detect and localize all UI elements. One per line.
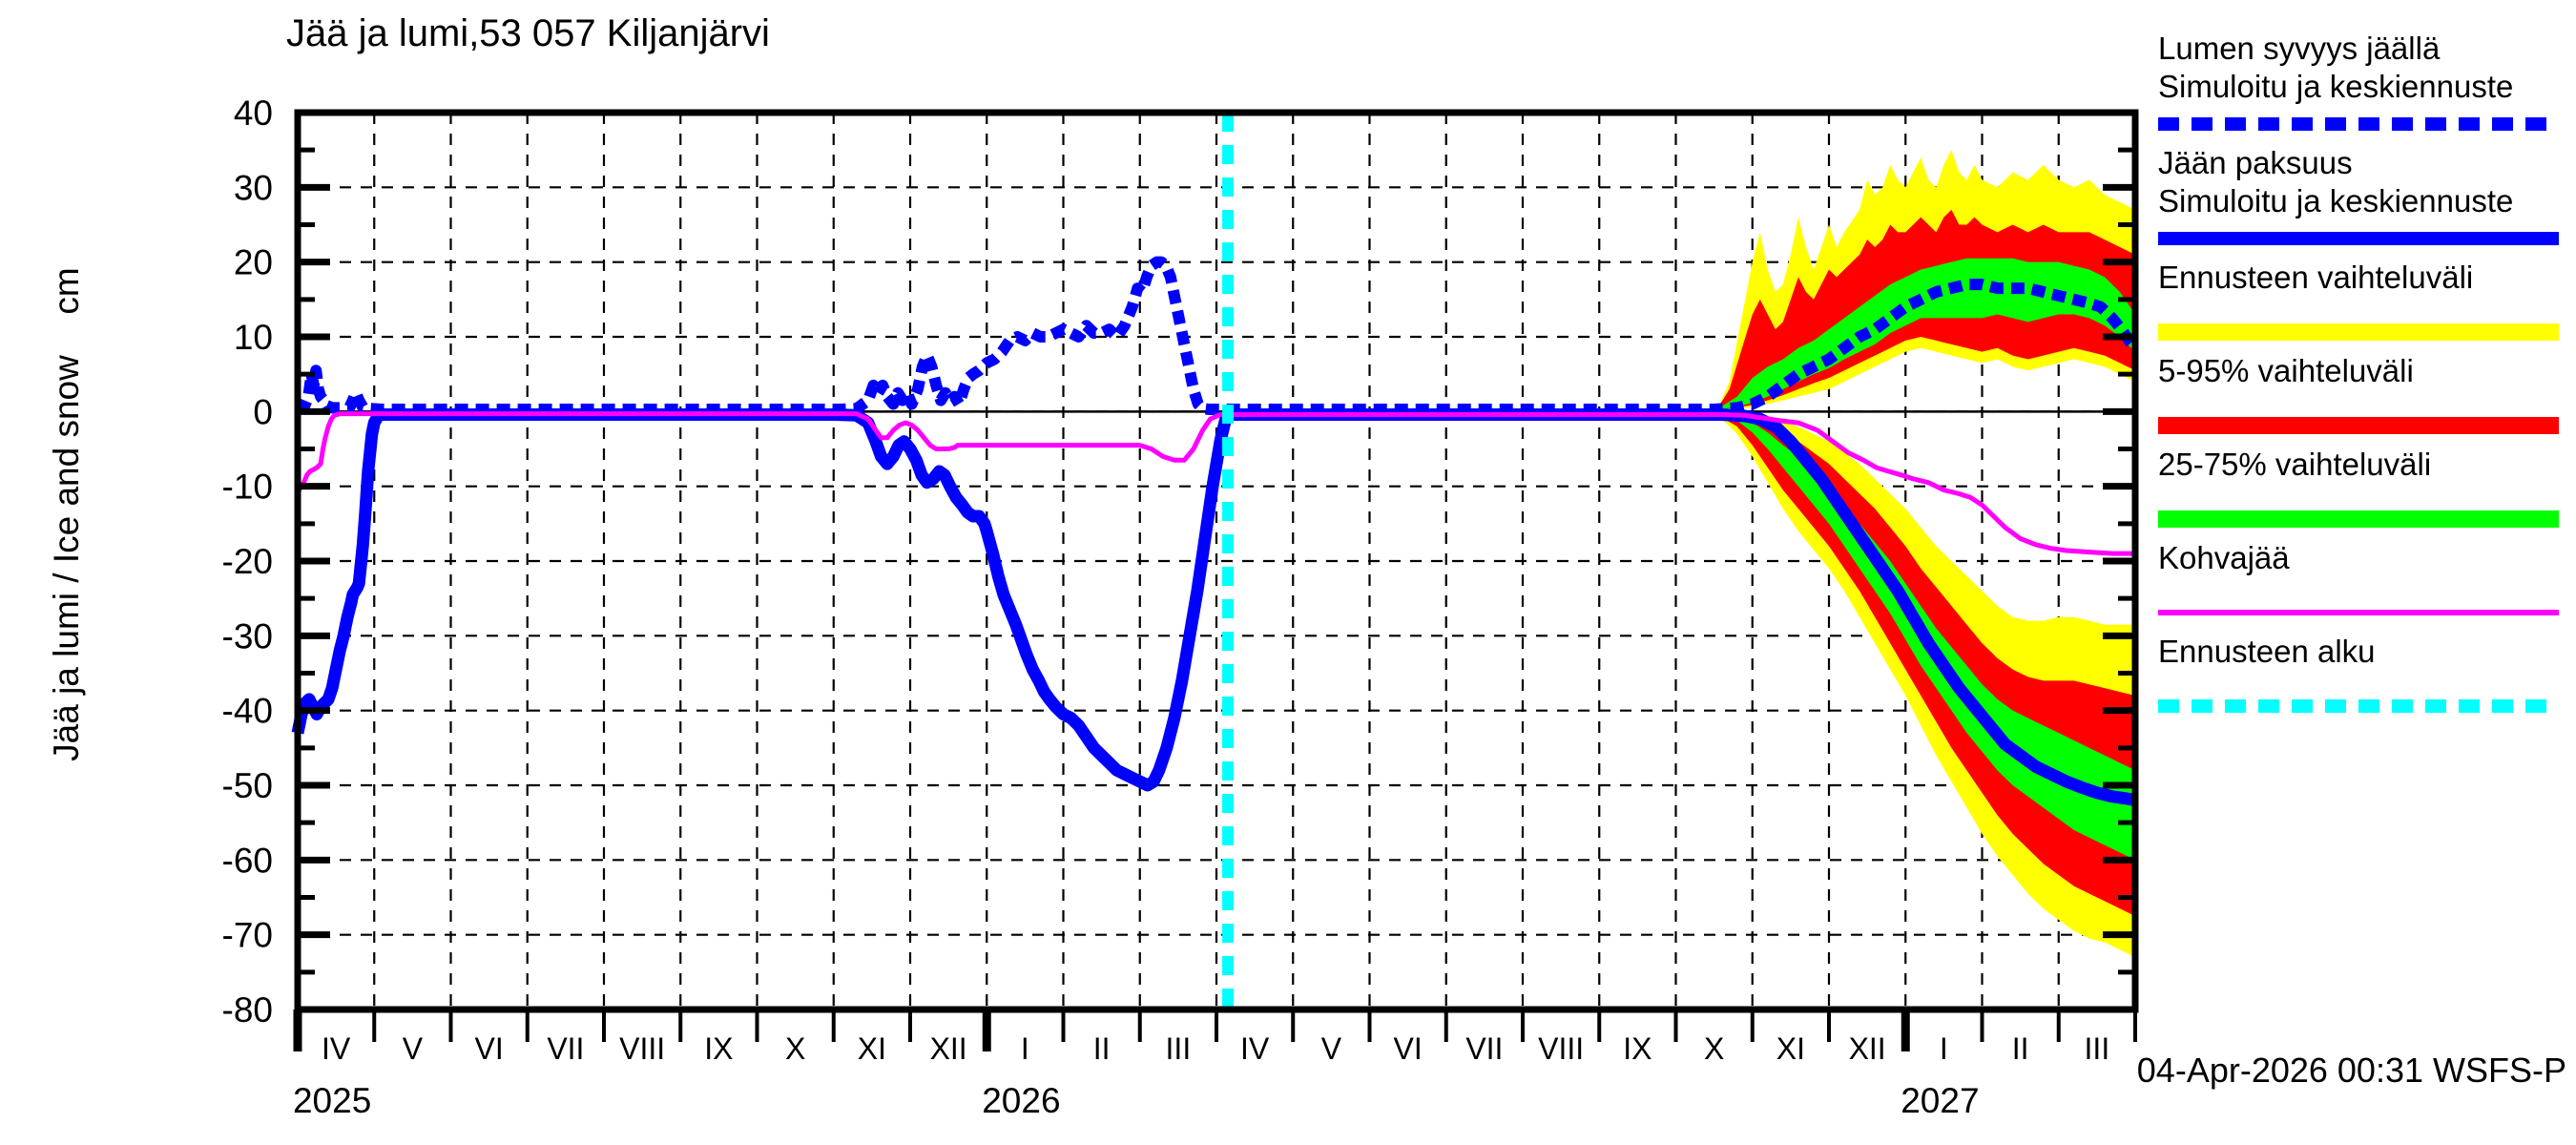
x-tick-month-label: XI: [1776, 1031, 1805, 1066]
x-tick-month-label: II: [2012, 1031, 2029, 1066]
legend-item-title: 25-75% vaihteluväli: [2158, 447, 2431, 482]
x-tick-month-label: IV: [1240, 1031, 1270, 1066]
page-title: Jää ja lumi,53 057 Kiljanjärvi: [286, 12, 770, 54]
y-tick-label: -80: [222, 990, 273, 1030]
y-tick-label: -50: [222, 766, 273, 805]
y-tick-label: -10: [222, 468, 273, 507]
y-tick-label: 10: [234, 318, 273, 357]
y-tick-label: -20: [222, 542, 273, 581]
x-tick-month-label: IV: [322, 1031, 351, 1066]
y-tick-label: 40: [234, 94, 273, 133]
x-tick-month-label: VIII: [1538, 1031, 1584, 1066]
y-axis-unit-label: cm: [47, 267, 86, 314]
x-tick-month-label: IX: [704, 1031, 733, 1066]
y-tick-label: -60: [222, 841, 273, 880]
x-tick-month-label: V: [403, 1031, 424, 1066]
x-axis-year-label: 2026: [982, 1081, 1060, 1120]
y-axis-ticks: 40 30 20 10 0 -10 -20 -30 -40 -50 -60 -70 -80: [222, 94, 2135, 1030]
y-tick-label: -40: [222, 692, 273, 731]
legend-item-title: Ennusteen vaihteluväli: [2158, 260, 2473, 295]
generation-timestamp: 04-Apr-2026 00:31 WSFS-P: [2137, 1051, 2566, 1090]
x-tick-month-label: II: [1093, 1031, 1111, 1066]
y-tick-label: 30: [234, 168, 273, 207]
legend-item-title: Jään paksuus: [2158, 145, 2353, 180]
x-tick-month-label: V: [1321, 1031, 1342, 1066]
x-axis-year-label: 2027: [1901, 1081, 1979, 1120]
x-tick-month-label: X: [1704, 1031, 1724, 1066]
legend-item-title: Lumen syvyys jäällä: [2158, 31, 2441, 66]
x-tick-month-label: VIII: [619, 1031, 665, 1066]
x-tick-month-label: VII: [547, 1031, 584, 1066]
legend-item-subtitle: Simuloitu ja keskiennuste: [2158, 69, 2513, 104]
y-tick-label: -70: [222, 916, 273, 955]
x-tick-month-label: I: [1021, 1031, 1029, 1066]
y-tick-label: 20: [234, 243, 273, 282]
legend-item-title: 5-95% vaihteluväli: [2158, 353, 2414, 388]
x-tick-month-label: XII: [930, 1031, 967, 1066]
y-tick-label: -30: [222, 616, 273, 656]
y-tick-label: 0: [253, 392, 273, 431]
x-axis-year-label: 2025: [293, 1081, 371, 1120]
x-axis-ticks: IV V VI VII VIII IX X XI XII I II III IV V VI VII VIII IX…: [293, 1010, 2137, 1120]
legend-swatch: [2158, 510, 2559, 528]
x-tick-month-label: VI: [475, 1031, 504, 1066]
x-tick-month-label: VII: [1465, 1031, 1503, 1066]
legend-swatch: [2158, 323, 2559, 341]
legend-item-title: Kohvajää: [2158, 540, 2290, 575]
x-tick-month-label: I: [1940, 1031, 1948, 1066]
x-tick-month-label: VI: [1394, 1031, 1423, 1066]
data-series: [291, 256, 2140, 807]
x-tick-month-label: XII: [1849, 1031, 1886, 1066]
x-tick-month-label: XI: [858, 1031, 886, 1066]
y-axis-title: Jää ja lumi / Ice and snow: [47, 355, 86, 761]
x-tick-month-label: III: [1166, 1031, 1192, 1066]
legend-item-subtitle: Simuloitu ja keskiennuste: [2158, 183, 2513, 219]
x-tick-month-label: X: [785, 1031, 805, 1066]
x-tick-month-label: III: [2085, 1031, 2110, 1066]
x-tick-month-label: IX: [1623, 1031, 1652, 1066]
legend-swatch: [2158, 417, 2559, 434]
legend-item-title: Ennusteen alku: [2158, 634, 2376, 669]
